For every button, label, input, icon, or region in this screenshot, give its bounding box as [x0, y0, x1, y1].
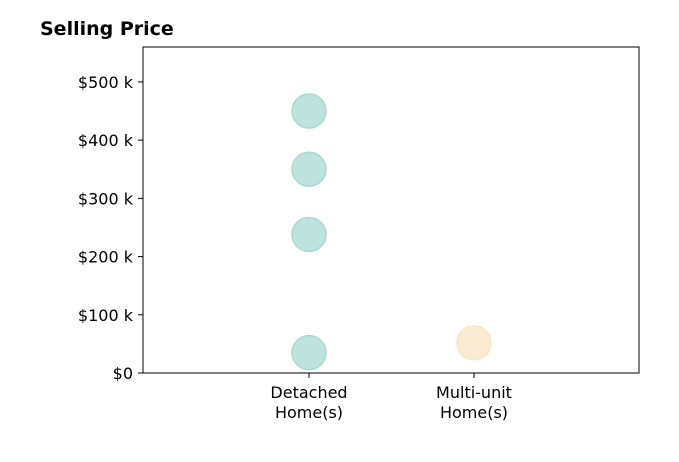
y-tick-label: $500 k: [78, 73, 134, 92]
data-point: [291, 216, 327, 253]
data-point: [291, 334, 327, 371]
x-tick-label: Home(s): [275, 403, 343, 422]
data-point: [291, 93, 327, 129]
chart-title: Selling Price: [40, 18, 174, 40]
x-tick-label: Multi-unit: [436, 383, 512, 402]
data-point: [291, 151, 327, 187]
x-tick-label: Home(s): [440, 403, 508, 422]
plot-frame: [142, 46, 640, 374]
y-tick-label: $200 k: [78, 248, 134, 267]
data-points: [291, 93, 492, 371]
x-tick-label: Detached: [270, 383, 347, 402]
y-axis: $0 $100 k $200 k $300 k $400 k $500 k: [78, 73, 143, 383]
y-tick-label: $400 k: [78, 131, 134, 150]
y-tick-label: $300 k: [78, 189, 134, 208]
y-tick-label: $0: [113, 364, 133, 383]
data-point: [456, 324, 492, 361]
y-tick-label: $100 k: [78, 306, 134, 325]
